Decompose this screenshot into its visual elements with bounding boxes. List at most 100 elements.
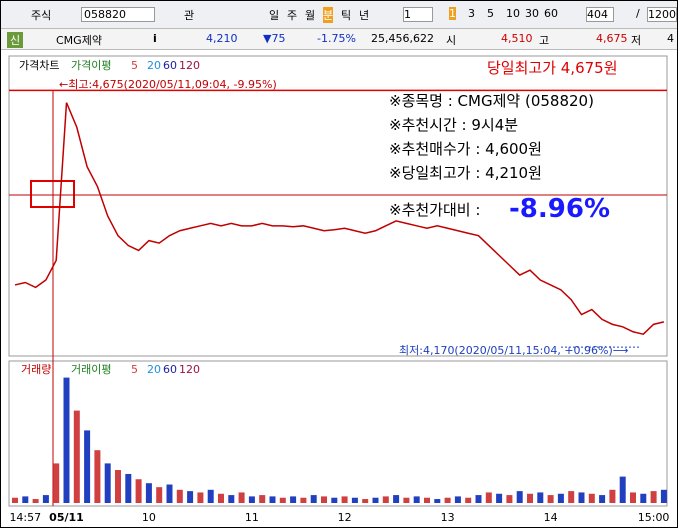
volume-bar [547, 495, 554, 503]
volume-bar [84, 430, 91, 503]
price-line [14, 102, 665, 336]
legend-entry: 60 [163, 59, 177, 72]
volume-bar [640, 493, 647, 503]
low-label: 저 [631, 34, 642, 47]
volume-bar [527, 493, 533, 503]
high: 4,675 [596, 32, 628, 45]
legend-entry: 20 [147, 363, 161, 376]
chart: 가격차트 가격이평 5 20 60 120←최고:4,675(2020/05/11,09:… [8, 55, 670, 524]
volume-bar [516, 491, 523, 503]
volume-bar [362, 499, 369, 503]
volume-bar [104, 463, 111, 503]
volume-bar [372, 497, 379, 503]
volume-bar [588, 493, 595, 503]
volume-bar [485, 492, 492, 503]
volume-bar [248, 496, 255, 503]
volume-bar [135, 479, 142, 503]
legend-entry: 60 [163, 363, 177, 376]
button[interactable]: 관 [184, 9, 195, 22]
period-button[interactable]: 일 [269, 9, 280, 22]
period-button[interactable]: 월 [305, 9, 316, 22]
change: ▼75 [263, 32, 286, 45]
annotation: ※종목명 : CMG제약 (058820) [389, 92, 594, 110]
volume-bar [403, 497, 410, 503]
volume-bar [578, 492, 585, 503]
volume-bar [300, 497, 307, 503]
volume-bar [42, 495, 49, 503]
interval-button[interactable]: 60 [544, 7, 558, 20]
volume-bar [166, 484, 173, 503]
annotation: 최저:4,170(2020/05/11,15:04, +0.96%)⟶ [399, 344, 629, 357]
open: 4,510 [501, 32, 533, 45]
annotation: ※추천매수가 : 4,600원 [389, 140, 542, 158]
code-input[interactable]: 058820 [81, 7, 155, 22]
period-button[interactable]: 주 [287, 9, 298, 22]
interval-button[interactable]: 1 [449, 7, 456, 20]
legend-entry: 120 [179, 363, 200, 376]
panel-title: 가격차트 [19, 59, 59, 72]
total[interactable]: 1200 [647, 7, 677, 22]
interval-button[interactable]: 10 [506, 7, 520, 20]
annotation: ※추천시간 : 9시4분 [389, 116, 518, 134]
annotation: 당일최고가 4,675원 [487, 59, 618, 77]
volume-bar [63, 377, 70, 503]
volume-bar [145, 483, 152, 503]
legend-title: 가격이평 [71, 59, 111, 72]
volume-bar [22, 496, 29, 503]
volume-bar [115, 470, 121, 503]
info[interactable]: i [153, 32, 157, 45]
price-panel [8, 55, 668, 357]
volume-bar [125, 473, 132, 503]
volume-bar [207, 489, 214, 503]
volume-bar [496, 493, 503, 503]
volume-bar [650, 491, 657, 503]
volume-bar [187, 491, 194, 503]
volume-bar [660, 489, 667, 503]
x-tick-label: 15:00 [638, 511, 670, 524]
volume-bar [197, 492, 204, 503]
high-label: 고 [539, 34, 550, 47]
legend-entry: 20 [147, 59, 161, 72]
volume-panel [8, 360, 668, 507]
volume-bar [557, 493, 564, 503]
volume-bar [568, 491, 575, 503]
annotation: -8.96% [509, 194, 610, 224]
x-tick-label: 05/11 [49, 511, 84, 524]
volume-bar [434, 499, 441, 503]
annotation: ※추천가대비 : [389, 201, 480, 219]
legend-title: 거래이평 [71, 363, 111, 376]
volume-bar [259, 495, 266, 503]
volume-bar [290, 496, 297, 503]
x-tick-label: 10 [142, 511, 156, 524]
x-tick-label: 11 [245, 511, 259, 524]
volume-bar [341, 496, 348, 503]
annotation: ←최고:4,675(2020/05/11,09:04, -9.95%) [59, 78, 277, 91]
volume-bar [156, 487, 163, 503]
volume-bar [454, 496, 461, 503]
volume-bar [630, 492, 636, 503]
volume-bar [331, 497, 338, 503]
volume: 25,456,622 [371, 32, 434, 45]
volume-bar [53, 463, 60, 503]
interval-button[interactable]: 5 [487, 7, 494, 20]
period-button[interactable]: 틱 [341, 9, 352, 22]
legend-entry: 120 [179, 59, 200, 72]
volume-bar [12, 497, 18, 503]
low: 4 [667, 32, 674, 45]
volume-bar [351, 497, 358, 503]
zoom[interactable]: 404 [586, 7, 614, 22]
stock-name: CMG제약 [56, 34, 102, 47]
volume-bar [32, 499, 39, 503]
interval-button[interactable]: 3 [468, 7, 475, 20]
x-tick-label: 14:57 [9, 511, 41, 524]
count[interactable]: 1 [403, 7, 433, 22]
x-tick-label: 13 [441, 511, 455, 524]
interval-button[interactable]: 30 [525, 7, 539, 20]
volume-bar [465, 497, 472, 503]
period-button[interactable]: 년 [359, 9, 370, 22]
period-button[interactable]: 분 [323, 7, 334, 23]
volume-bar [619, 476, 626, 503]
market-select[interactable]: 주식 [31, 9, 52, 22]
legend-entry: 5 [131, 59, 138, 72]
volume-bar [475, 495, 482, 503]
